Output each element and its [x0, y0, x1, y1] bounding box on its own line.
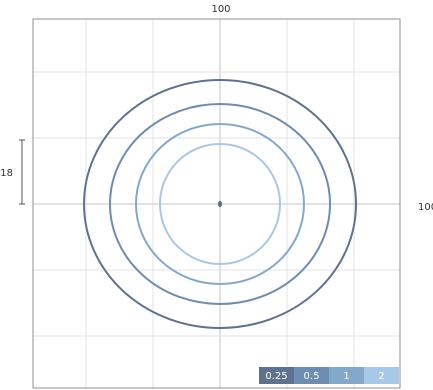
top-axis-label: 100 — [211, 4, 230, 15]
contour-1 — [135, 123, 305, 285]
right-axis-label: 100 — [418, 202, 433, 213]
legend-label-2: 2 — [378, 371, 384, 382]
legend-label-0-5: 0.5 — [304, 371, 320, 382]
legend: 0.25 0.5 1 2 — [259, 367, 399, 384]
legend-swatch-1 — [329, 367, 364, 384]
plot-frame — [32, 18, 401, 389]
left-dimension-label: 18 — [0, 168, 13, 179]
grid-layer — [33, 19, 400, 388]
legend-swatch-2 — [364, 367, 399, 384]
contour-2 — [159, 143, 281, 265]
contour-0-25 — [83, 79, 357, 329]
contour-0-5 — [109, 103, 331, 305]
legend-swatch-0-25 — [259, 367, 294, 384]
legend-label-0-25: 0.25 — [265, 371, 287, 382]
axes-layer — [19, 139, 223, 208]
contour-layer — [83, 79, 357, 329]
center-point — [217, 200, 223, 208]
legend-swatch-0-5 — [294, 367, 329, 384]
legend-label-1: 1 — [343, 371, 349, 382]
